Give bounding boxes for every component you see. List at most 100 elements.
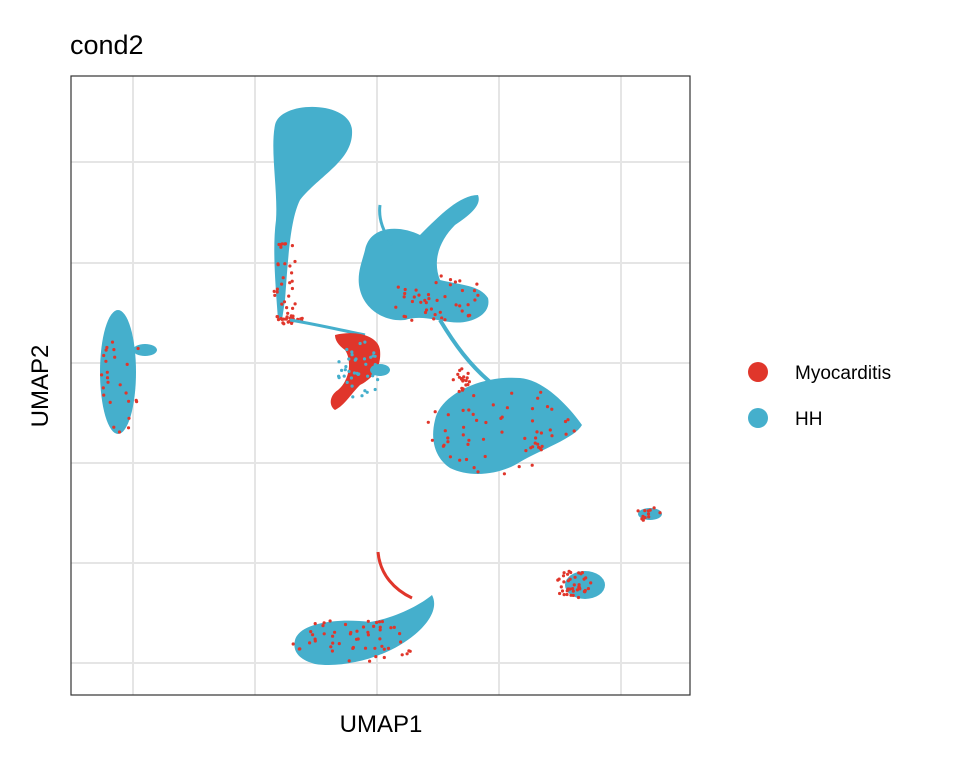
points-myocarditis — [658, 511, 662, 515]
points-hh — [363, 340, 367, 344]
points-hh — [349, 376, 353, 380]
points-hh — [362, 357, 367, 361]
points-myocarditis — [523, 436, 527, 440]
points-myocarditis — [646, 509, 651, 513]
points-myocarditis — [562, 580, 566, 584]
points-myocarditis — [454, 303, 458, 307]
points-myocarditis — [102, 353, 106, 358]
points-hh — [373, 387, 377, 392]
points-myocarditis — [280, 317, 284, 321]
points-myocarditis — [333, 630, 337, 634]
points-hh — [337, 374, 341, 378]
points-myocarditis — [322, 632, 326, 636]
points-myocarditis — [330, 649, 334, 653]
points-myocarditis — [105, 345, 109, 350]
points-myocarditis — [313, 639, 317, 643]
points-myocarditis — [382, 655, 386, 660]
points-myocarditis — [571, 589, 575, 593]
points-myocarditis — [354, 637, 359, 641]
scatter-points — [100, 106, 662, 666]
points-myocarditis — [101, 386, 105, 390]
points-myocarditis — [566, 579, 571, 583]
points-myocarditis — [382, 647, 386, 651]
points-myocarditis — [113, 355, 117, 359]
points-myocarditis — [550, 407, 554, 411]
cluster-hh — [294, 595, 435, 666]
legend-swatch-myocarditis — [748, 362, 768, 382]
points-myocarditis — [275, 315, 279, 319]
points-myocarditis — [446, 440, 450, 444]
points-myocarditis — [535, 430, 539, 434]
points-hh — [358, 341, 362, 346]
points-myocarditis — [465, 376, 469, 380]
points-myocarditis — [540, 444, 544, 448]
points-hh — [345, 380, 349, 384]
points-myocarditis — [443, 295, 447, 299]
points-myocarditis — [277, 242, 281, 247]
points-myocarditis — [584, 576, 588, 580]
points-myocarditis — [373, 646, 377, 650]
legend-label-myocarditis: Myocarditis — [795, 363, 891, 384]
points-hh — [371, 354, 375, 358]
points-myocarditis — [287, 294, 291, 298]
points-myocarditis — [125, 362, 129, 366]
points-myocarditis — [105, 370, 109, 374]
points-myocarditis — [472, 289, 477, 293]
points-myocarditis — [408, 649, 412, 653]
points-myocarditis — [464, 457, 469, 462]
points-myocarditis — [126, 426, 131, 430]
points-myocarditis — [293, 302, 297, 306]
points-myocarditis — [461, 433, 465, 437]
points-myocarditis — [576, 595, 581, 600]
points-myocarditis — [374, 655, 378, 659]
points-myocarditis — [347, 659, 351, 663]
points-myocarditis — [127, 399, 131, 403]
cluster-hh — [433, 377, 582, 474]
gridlines — [71, 76, 690, 695]
points-myocarditis — [443, 318, 447, 322]
points-myocarditis — [291, 642, 295, 646]
points-myocarditis — [351, 646, 355, 651]
points-myocarditis — [136, 346, 140, 351]
points-myocarditis — [446, 413, 450, 417]
points-myocarditis — [400, 653, 404, 657]
points-myocarditis — [460, 288, 464, 293]
points-myocarditis — [366, 619, 370, 623]
points-myocarditis — [403, 291, 407, 296]
points-myocarditis — [457, 389, 461, 394]
cluster-hh — [100, 310, 136, 434]
points-myocarditis — [380, 620, 384, 624]
points-myocarditis — [539, 390, 543, 394]
cluster-myocarditis — [330, 333, 381, 410]
points-myocarditis — [536, 442, 540, 446]
points-myocarditis — [322, 621, 326, 625]
points-hh — [343, 368, 347, 372]
points-myocarditis — [366, 630, 370, 634]
points-myocarditis — [467, 380, 471, 384]
points-myocarditis — [386, 646, 391, 651]
points-myocarditis — [466, 303, 470, 307]
points-myocarditis — [410, 318, 414, 322]
points-myocarditis — [275, 287, 279, 291]
points-myocarditis — [402, 295, 406, 299]
points-myocarditis — [280, 242, 284, 246]
legend-swatch-hh — [748, 408, 768, 428]
points-myocarditis — [426, 293, 431, 297]
points-myocarditis — [410, 299, 414, 304]
cluster-hh — [289, 318, 366, 337]
points-myocarditis — [643, 516, 647, 520]
points-myocarditis — [284, 317, 288, 321]
points-myocarditis — [589, 581, 593, 585]
points-myocarditis — [281, 276, 285, 280]
points-myocarditis — [430, 438, 434, 442]
points-myocarditis — [424, 308, 429, 312]
points-myocarditis — [562, 571, 566, 575]
points-myocarditis — [337, 642, 341, 646]
cluster-hh — [358, 195, 489, 323]
plot-border — [70, 75, 691, 696]
points-myocarditis — [517, 465, 521, 469]
points-myocarditis — [458, 458, 462, 462]
points-hh — [342, 374, 346, 378]
points-myocarditis — [458, 368, 462, 372]
points-myocarditis — [439, 274, 443, 278]
